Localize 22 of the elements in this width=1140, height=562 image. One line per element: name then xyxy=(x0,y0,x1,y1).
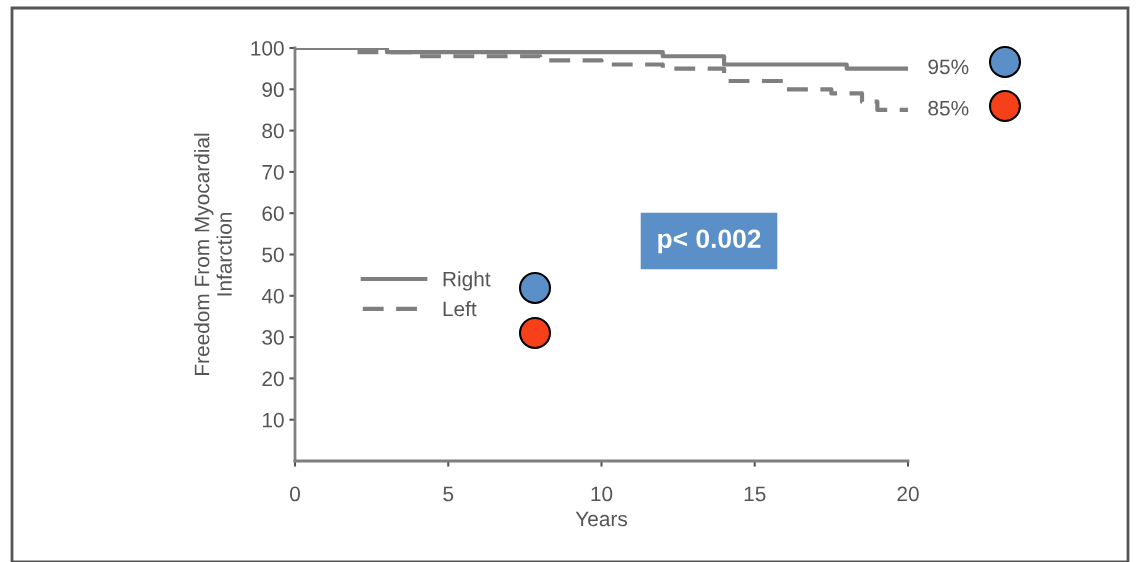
y-tick-label: 80 xyxy=(262,123,284,139)
y-tick-label: 70 xyxy=(262,164,284,180)
y-tick-label: 100 xyxy=(251,41,284,56)
x-tick-label: 5 xyxy=(443,486,454,502)
y-tick-label: 40 xyxy=(261,288,284,304)
y-tick-label: 20 xyxy=(262,371,284,387)
x-axis-title: Years xyxy=(575,511,628,527)
y-tick-label: 30 xyxy=(262,330,284,345)
y-tick-label: 90 xyxy=(262,82,284,98)
legend-label: Right xyxy=(443,271,491,291)
annotation: p< 0.002 xyxy=(658,229,761,254)
x-tick-label: 0 xyxy=(290,486,300,502)
y-tick-label: 10 xyxy=(263,412,284,428)
annotation: 85% xyxy=(928,100,969,116)
annotation: 95% xyxy=(928,59,969,75)
y-tick-label: 50 xyxy=(262,247,284,263)
x-tick-label: 10 xyxy=(591,486,613,502)
y-axis-title: Freedom From Myocardial Infarction xyxy=(194,133,232,375)
x-tick-label: 20 xyxy=(897,486,919,502)
y-tick-label: 60 xyxy=(262,206,284,221)
legend-label: Left xyxy=(443,301,477,317)
x-tick-label: 15 xyxy=(744,486,766,502)
